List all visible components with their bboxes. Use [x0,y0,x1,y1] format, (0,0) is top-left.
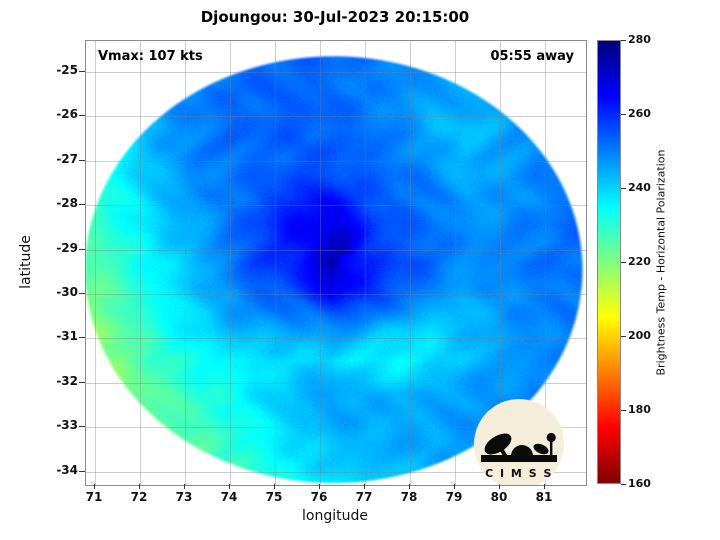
colorbar-tick-mark [621,336,626,337]
logo-text: C I M S S [485,467,553,480]
observatory-dome-icon [511,445,533,456]
y-tick-mark [79,249,85,250]
grid-line-x [500,41,501,485]
x-tick-mark [454,484,455,489]
x-axis-label: longitude [302,508,368,524]
grid-line-y [86,116,586,117]
y-tick-mark [79,337,85,338]
x-tick-label: 76 [310,490,328,504]
y-tick-mark [79,382,85,383]
y-tick-mark [79,471,85,472]
y-tick-label: -29 [56,241,78,255]
grid-line-y [86,72,586,73]
grid-line-x [455,41,456,485]
logo-disc [474,399,564,485]
grid-line-y [86,338,586,339]
x-tick-label: 80 [490,490,508,504]
colorbar-tick-label: 280 [628,33,651,46]
x-tick-label: 75 [265,490,283,504]
y-tick-mark [79,115,85,116]
grid-line-y [86,205,586,206]
y-tick-label: -26 [56,107,78,121]
colorbar-tick-label: 200 [628,329,651,342]
x-tick-mark [229,484,230,489]
y-axis-label-wrap: latitude [16,40,36,484]
x-tick-mark [139,484,140,489]
y-tick-label: -27 [56,152,78,166]
grid-line-x [320,41,321,485]
grid-line-x [95,41,96,485]
radar-dish-icon [484,433,512,457]
x-tick-label: 74 [220,490,238,504]
grid-line-y [86,383,586,384]
vmax-annotation: Vmax: 107 kts [98,49,203,64]
grid-line-x [365,41,366,485]
grid-line-y [86,472,586,473]
grid-line-y [86,250,586,251]
y-tick-label: -33 [56,418,78,432]
y-tick-label: -32 [56,374,78,388]
grid-line-y [86,161,586,162]
x-tick-label: 73 [175,490,193,504]
y-axis-label: latitude [18,235,34,289]
colorbar-tick-mark [621,114,626,115]
y-tick-mark [79,204,85,205]
x-tick-mark [409,484,410,489]
y-tick-label: -25 [56,63,78,77]
y-tick-mark [79,426,85,427]
x-tick-mark [364,484,365,489]
grid-line-y [86,427,586,428]
grid-line-x [410,41,411,485]
grid-line-x [545,41,546,485]
cimss-logo: C I M S S [474,399,564,485]
y-tick-label: -34 [56,463,78,477]
y-tick-label: -31 [56,329,78,343]
colorbar-canvas [598,41,620,483]
colorbar-tick-label: 180 [628,403,651,416]
colorbar-tick-label: 240 [628,181,651,194]
colorbar-tick-label: 160 [628,477,651,490]
colorbar-tick-mark [621,262,626,263]
x-tick-label: 77 [355,490,373,504]
y-tick-label: -30 [56,285,78,299]
x-tick-mark [499,484,500,489]
x-tick-label: 78 [400,490,418,504]
y-tick-label: -28 [56,196,78,210]
x-tick-label: 81 [535,490,553,504]
colorbar-tick-mark [621,484,626,485]
colorbar-tick-mark [621,410,626,411]
chart-title: Djoungou: 30-Jul-2023 20:15:00 [200,8,470,26]
x-tick-mark [94,484,95,489]
colorbar-tick-mark [621,40,626,41]
time-away-annotation: 05:55 away [490,49,574,64]
x-tick-mark [544,484,545,489]
y-tick-mark [79,71,85,72]
colorbar-tick-label: 260 [628,107,651,120]
y-tick-mark [79,160,85,161]
grid-line-x [140,41,141,485]
grid-line-x [275,41,276,485]
grid-line-x [230,41,231,485]
x-tick-mark [274,484,275,489]
grid-line-x [185,41,186,485]
x-tick-mark [184,484,185,489]
logo-base-bar [481,455,557,462]
x-tick-label: 71 [85,490,103,504]
plot-area: C I M S S Vmax: 107 kts 05:55 away [85,40,587,486]
y-tick-mark [79,293,85,294]
tower-mast-icon [550,440,553,457]
x-tick-mark [319,484,320,489]
tower-globe-icon [546,432,556,443]
colorbar-tick-mark [621,188,626,189]
colorbar [597,40,621,484]
grid-line-y [86,294,586,295]
x-tick-label: 79 [445,490,463,504]
colorbar-tick-label: 220 [628,255,651,268]
small-dish-icon [533,443,549,455]
x-tick-label: 72 [130,490,148,504]
